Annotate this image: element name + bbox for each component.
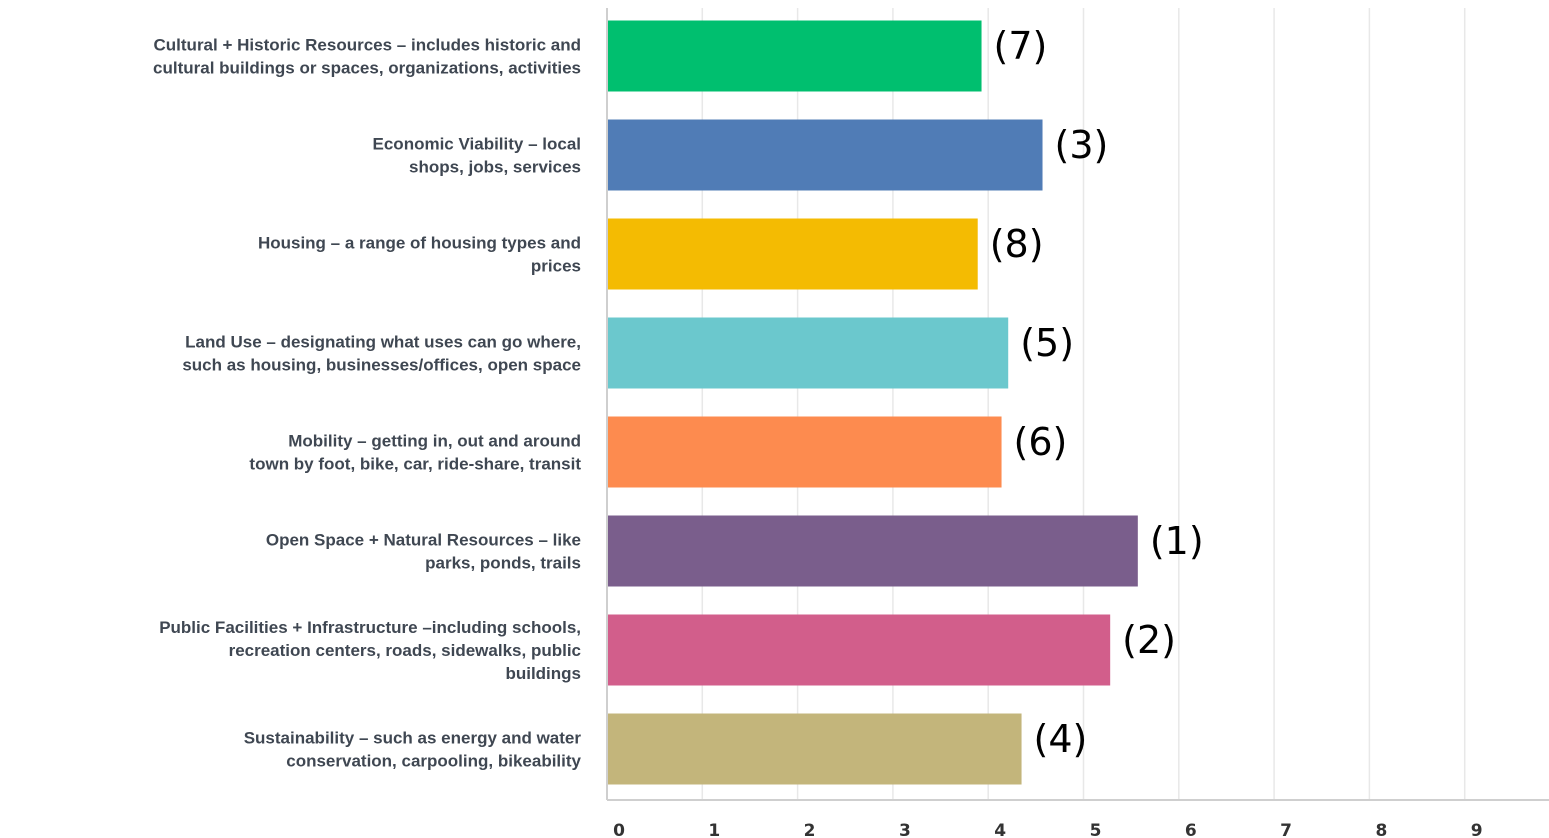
rank-annotations: (7) (3) (8) (5) (6) (1) (2) (4) [990,24,1204,761]
x-tick-label: 6 [1185,821,1197,838]
rank-label: (3) [1055,123,1109,167]
x-tick-label: 1 [708,821,720,838]
x-axis-ticks: 012345678910 [613,821,1483,838]
x-tick-label: 5 [1090,821,1102,838]
bar [607,515,1138,587]
category-label: Sustainability – such as energy and wate… [244,729,582,771]
rank-label: (2) [1122,618,1176,662]
bar [607,416,1002,488]
category-label: Mobility – getting in, out and around tow… [249,432,581,474]
bar [607,614,1111,686]
rank-label: (1) [1150,519,1204,563]
rank-label: (8) [990,222,1044,266]
category-label: Public Facilities + Infrastructure –incl… [159,618,581,683]
x-tick-label: 8 [1375,821,1387,838]
category-label: Housing – a range of housing types and pr… [258,234,581,276]
bars [607,20,1138,785]
x-tick-label: 3 [899,821,911,838]
bar [607,713,1022,785]
category-label: Open Space + Natural Resources – like par… [266,531,581,573]
x-tick-label: 0 [613,821,625,838]
bar [607,119,1043,191]
x-tick-label: 7 [1280,821,1292,838]
rank-label: (7) [994,24,1048,68]
x-tick-label: 4 [994,821,1006,838]
category-label: Economic Viability – local shops, jobs, s… [373,135,581,177]
x-tick-label: 9 [1471,821,1483,838]
bar [607,317,1009,389]
x-tick-label: 2 [804,821,816,838]
rank-label: (5) [1020,321,1074,365]
category-label: Land Use – designating what uses can go … [182,333,581,375]
rank-label: (6) [1014,420,1068,464]
rank-label: (4) [1034,717,1088,761]
category-labels: Cultural + Historic Resources – includes… [153,36,581,771]
bar [607,218,978,290]
category-label: Cultural + Historic Resources – includes… [153,36,581,78]
bar [607,20,982,92]
